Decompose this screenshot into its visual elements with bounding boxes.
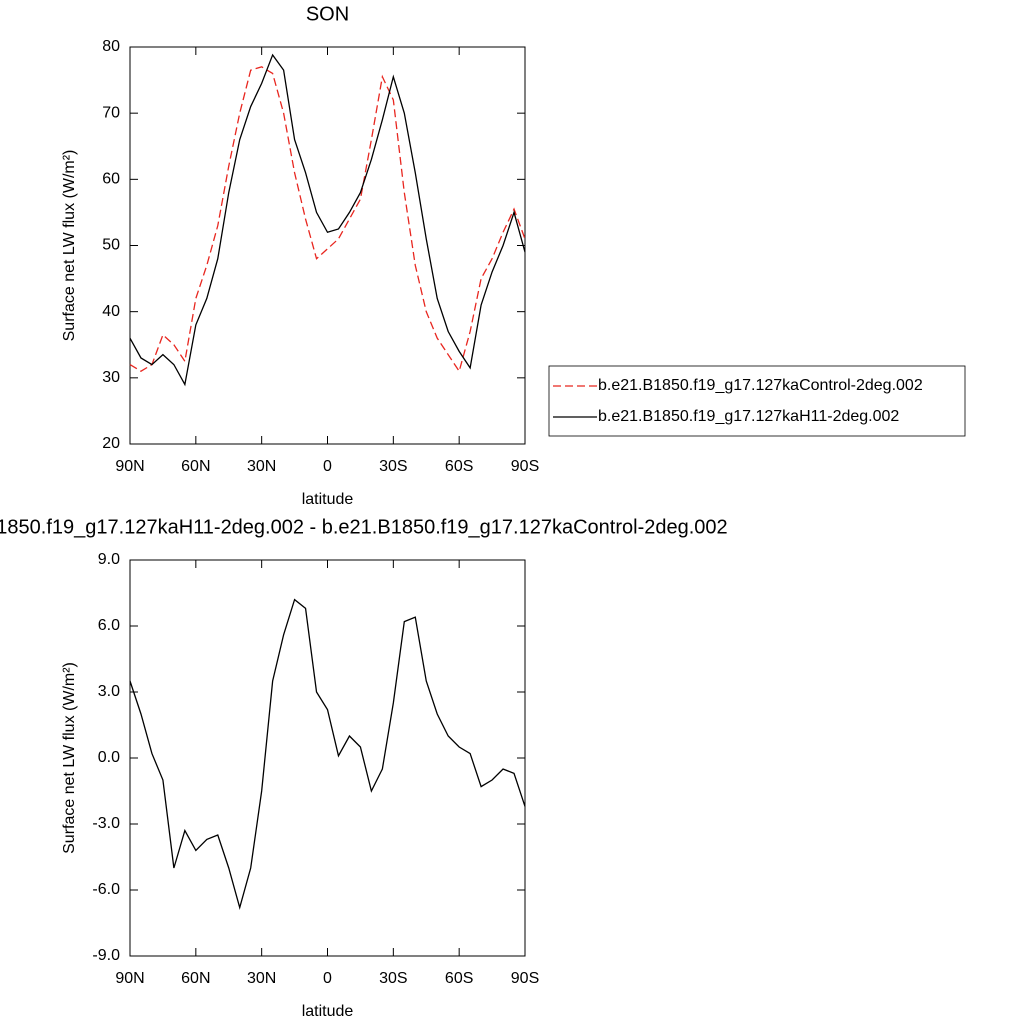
y-tick-label: -3.0: [92, 815, 120, 832]
x-tick-label: 60N: [181, 970, 210, 987]
chart-title: SON: [306, 3, 349, 25]
y-tick-label: 50: [102, 237, 120, 254]
y-tick-label: -9.0: [92, 947, 120, 964]
legend-label: b.e21.B1850.f19_g17.127kaControl-2deg.00…: [598, 377, 923, 394]
x-tick-label: 30S: [379, 970, 407, 987]
y-tick-label: 3.0: [98, 683, 120, 700]
data-line: [129, 53, 526, 387]
y-tick-label: 70: [102, 104, 120, 121]
x-tick-label: 60S: [445, 970, 473, 987]
y-axis-label: Surface net LW flux (W/m²): [61, 150, 78, 342]
x-tick-label: 90N: [115, 970, 144, 987]
y-tick-label: 0.0: [98, 749, 120, 766]
x-axis-label: latitude: [302, 1003, 354, 1020]
x-tick-label: 30N: [247, 970, 276, 987]
chart-title: b.e21.B1850.f19_g17.127kaH11-2deg.002 - …: [0, 516, 728, 538]
y-tick-label: 60: [102, 171, 120, 188]
x-tick-label: 0: [323, 970, 332, 987]
y-axis-label: Surface net LW flux (W/m²): [61, 662, 78, 854]
y-tick-label: 9.0: [98, 551, 120, 568]
plot-frame: [129, 559, 526, 957]
y-tick-label: -6.0: [92, 881, 120, 898]
x-tick-label: 0: [323, 458, 332, 475]
plot-frame: [129, 46, 526, 445]
x-tick-label: 30S: [379, 458, 407, 475]
y-tick-label: 6.0: [98, 617, 120, 634]
y-tick-label: 30: [102, 369, 120, 386]
x-tick-label: 60S: [445, 458, 473, 475]
x-tick-label: 60N: [181, 458, 210, 475]
x-axis-label: latitude: [302, 491, 354, 508]
x-tick-label: 30N: [247, 458, 276, 475]
y-tick-label: 80: [102, 38, 120, 55]
legend-box: [548, 365, 966, 437]
data-line: [129, 598, 526, 911]
y-tick-label: 20: [102, 435, 120, 452]
legend-label: b.e21.B1850.f19_g17.127kaH11-2deg.002: [598, 408, 899, 425]
data-line: [129, 66, 526, 373]
y-tick-label: 40: [102, 303, 120, 320]
x-tick-label: 90N: [115, 458, 144, 475]
x-tick-label: 90S: [511, 970, 539, 987]
x-tick-label: 90S: [511, 458, 539, 475]
